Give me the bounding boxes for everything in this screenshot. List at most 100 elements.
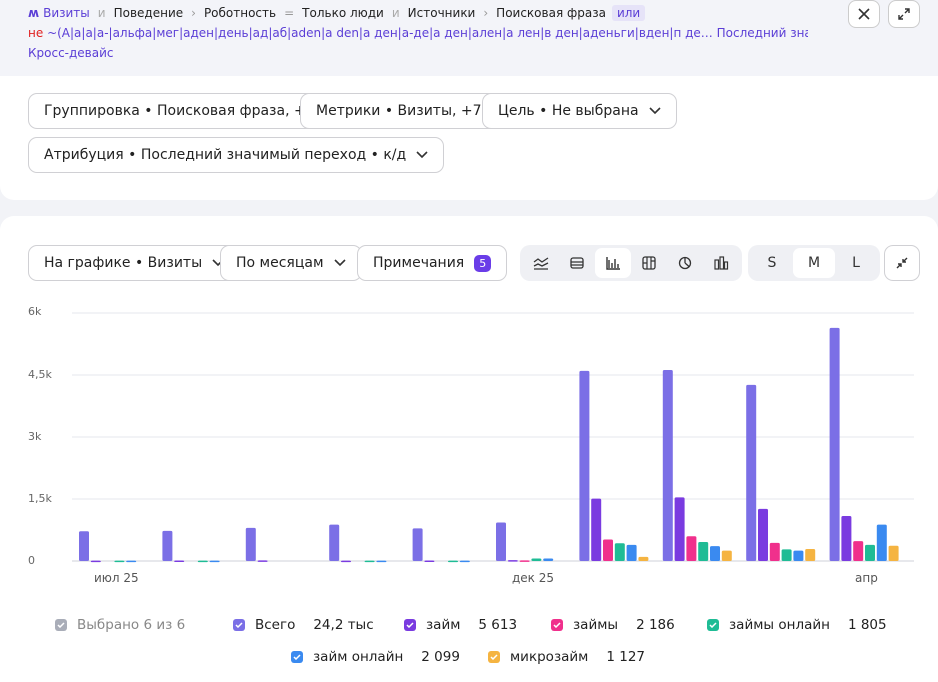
bar-Всего-5[interactable] [496,522,506,561]
period-select[interactable]: По месяцам [220,245,362,281]
bar-займ-онлайн-8[interactable] [793,550,804,561]
filter-metric[interactable]: Визиты [43,6,90,20]
grouping-label: Группировка • Поисковая фраза, +1 [44,103,315,119]
bar-займ-онлайн-9[interactable] [876,524,887,561]
stacked-bar-button[interactable] [631,248,667,278]
bar-займ-3[interactable] [341,560,351,563]
bar-chart-icon [606,257,620,270]
period-label: По месяцам [236,255,324,271]
notes-button[interactable]: Примечания 5 [357,245,508,281]
bar-займ-8[interactable] [758,508,768,561]
bar-займ-5[interactable] [507,560,518,562]
bar-Всего-8[interactable] [746,384,757,561]
close-button[interactable] [848,0,880,28]
checkbox-icon [551,619,563,631]
bar-займы-9[interactable] [853,541,864,561]
bar-Всего-0[interactable] [79,531,89,561]
bar-займы-8[interactable] [769,542,780,561]
line-chart-button[interactable] [523,248,559,278]
expand-button[interactable] [888,0,920,28]
chevron-down-icon [416,151,428,159]
bar-займ-онлайн-7[interactable] [710,546,720,561]
stacked-bar-icon [642,256,656,270]
bar-займ-4[interactable] [424,560,435,563]
bar-Всего-1[interactable] [162,530,173,561]
bar-микрозайм-6[interactable] [638,556,649,561]
bar-займы-онлайн-8[interactable] [781,549,792,561]
bar-Всего-9[interactable] [829,327,840,561]
bar-chart-button[interactable] [595,248,631,278]
bar-займы-онлайн-7[interactable] [698,541,709,561]
filter-robotness[interactable]: Роботность [203,6,277,20]
graph-metric-select[interactable]: На графике • Визиты [28,245,241,281]
chart-type-switch [520,245,742,281]
bar-займ-6[interactable] [591,498,602,561]
grouping-button[interactable]: Группировка • Поисковая фраза, +1 [28,93,331,129]
filter-or-tag[interactable]: или [611,5,646,21]
stacked-area-icon [570,257,584,269]
bar-Всего-2[interactable] [245,527,256,561]
legend-item-value: 2 099 [421,649,460,665]
legend-item[interactable]: Всего 24,2 тыс [233,617,374,633]
bar-Всего-4[interactable] [412,528,423,561]
bar-займы-5[interactable] [519,560,530,562]
filter-phrase[interactable]: Поисковая фраза [496,6,606,20]
bar-займ-1[interactable] [174,560,185,563]
legend-item[interactable]: займ 5 613 [404,617,517,633]
bar-займ-онлайн-3[interactable] [376,560,387,563]
chevron-right-icon: › [191,6,196,20]
legend-select-all[interactable]: Выбрано 6 из 6 [55,617,185,633]
bar-микрозайм-9[interactable] [888,545,899,561]
bar-займ-онлайн-4[interactable] [459,560,470,563]
legend-item[interactable]: займы 2 186 [551,617,675,633]
y-tick-label: 4,5k [28,368,52,381]
bar-займ-онлайн-1[interactable] [209,560,220,563]
column-chart-button[interactable] [703,248,739,278]
bar-займы-7[interactable] [686,536,697,561]
bar-займы-онлайн-0[interactable] [114,560,125,563]
y-tick-label: 1,5k [28,492,52,505]
legend-item[interactable]: займ онлайн 2 099 [291,649,460,665]
bar-займ-онлайн-0[interactable] [126,560,137,563]
bar-займ-онлайн-5[interactable] [543,558,554,561]
filter-cross-device[interactable]: Кросс-девайс [28,46,114,60]
bar-займы-онлайн-3[interactable] [364,560,375,563]
bar-займ-0[interactable] [90,560,101,563]
bar-займ-9[interactable] [841,515,852,561]
legend-selected-label: Выбрано 6 из 6 [77,617,186,633]
attribution-select[interactable]: Атрибуция • Последний значимый переход •… [28,137,445,173]
filter-bar: ʍ Визиты и Поведение › Роботность = Только люди… [0,0,938,76]
legend-item[interactable]: микрозайм 1 127 [488,649,645,665]
chart-collapse-button[interactable] [884,245,920,281]
size-l-button[interactable]: L [852,255,860,271]
bar-займы-онлайн-6[interactable] [614,543,625,561]
bar-займы-онлайн-1[interactable] [197,560,208,563]
bar-займы-6[interactable] [603,539,613,561]
size-s-button[interactable]: S [767,255,777,271]
bar-Всего-3[interactable] [329,524,340,561]
legend-item[interactable]: займы онлайн 1 805 [707,617,887,633]
filter-expression[interactable]: ~(А|а|а|а-|альфа|мег|аден|день|ад|аб|ade… [47,26,713,40]
filter-eq: = [284,6,295,20]
metrics-button[interactable]: Метрики • Визиты, +7 [300,93,498,129]
bar-микрозайм-8[interactable] [805,549,816,561]
filter-humans[interactable]: Только люди [302,6,384,20]
bar-займы-онлайн-5[interactable] [531,558,542,561]
collapse-icon [896,257,908,269]
bar-займ-онлайн-6[interactable] [626,544,637,561]
x-tick-label: апр [855,571,878,585]
bar-займ-7[interactable] [674,497,685,561]
bar-микрозайм-7[interactable] [721,550,732,561]
filter-behavior[interactable]: Поведение [113,6,184,20]
bar-займ-2[interactable] [257,560,268,562]
goal-select[interactable]: Цель • Не выбрана [482,93,677,129]
size-m-button[interactable]: M [793,248,835,278]
stacked-area-button[interactable] [559,248,595,278]
filter-sources[interactable]: Источники [407,6,476,20]
pie-chart-button[interactable] [667,248,703,278]
bar-Всего-6[interactable] [579,370,590,561]
bar-займы-онлайн-4[interactable] [448,560,458,563]
filter-attribution[interactable]: Последний значимый переход [716,26,808,40]
bar-Всего-7[interactable] [662,370,673,561]
bar-займы-онлайн-9[interactable] [865,544,875,561]
